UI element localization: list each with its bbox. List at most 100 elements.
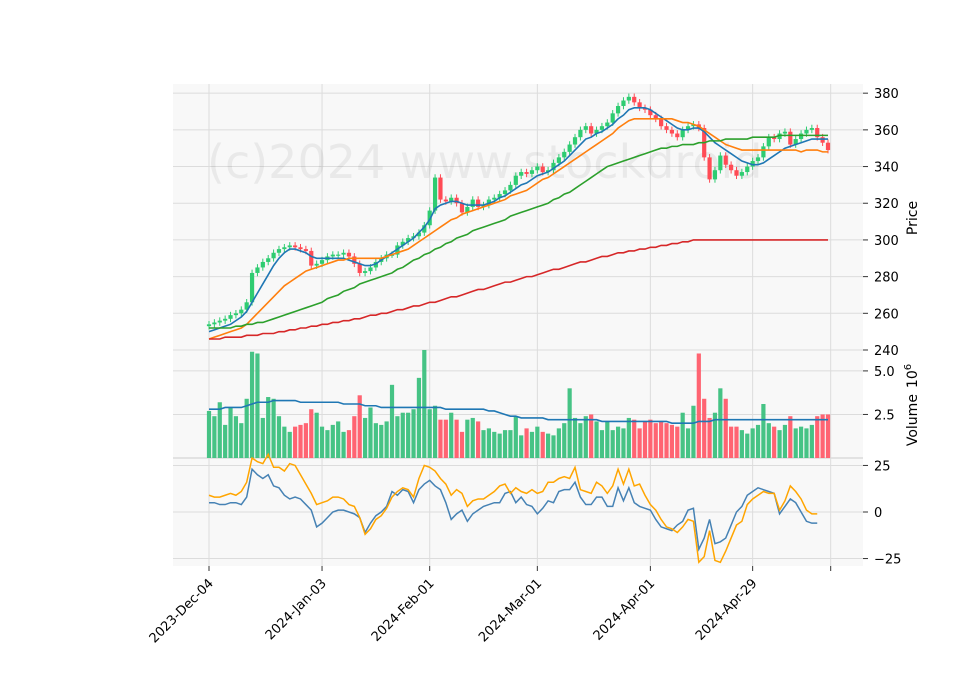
volume-bar [325,430,330,458]
candle-body [357,263,362,273]
candle-body [427,210,432,226]
candle-body [319,260,325,264]
volume-bar [599,430,605,458]
candle-body [777,133,782,140]
volume-bar [556,428,561,458]
candle [255,264,260,277]
candle-body [825,142,831,151]
candle [513,172,518,189]
candle [723,152,728,169]
candle [589,122,594,137]
watermark: (c)2024 www.stockdroid [207,135,762,189]
volume-bar [357,395,362,458]
candle-body [459,203,465,213]
candle-body [416,232,422,237]
volume-bar [443,419,448,458]
candle-body [217,320,222,323]
volume-bar [508,430,513,458]
candle-body [212,322,217,325]
volume-bar [341,431,346,458]
candle-body [680,129,685,138]
x-tick-label: 2024-Apr-29 [693,576,760,643]
candle-body [368,267,373,272]
candle [233,310,239,319]
volume-bar [519,435,524,458]
price-tick-label: 340 [874,161,899,176]
candle [228,311,233,323]
volume-bar [535,426,540,458]
volume-axis-exponent: 6 [903,364,914,370]
volume-bar [718,388,723,458]
candle-body [524,172,529,174]
volume-bar [314,412,319,458]
candle [476,196,481,211]
x-tick-label: 2023-Dec-04 [147,576,217,646]
volume-bar [212,416,217,458]
candle-body [820,137,825,143]
candle-body [766,137,771,147]
volume-bar [465,419,470,458]
volume-bar [459,431,465,458]
candle-body [669,129,675,134]
candle-body [815,128,820,138]
candle-body [804,129,809,134]
candle [615,102,621,117]
candle-body [567,144,572,152]
candle [249,269,255,306]
candle-body [346,252,352,257]
candle [422,221,427,236]
volume-bar [502,430,508,458]
volume-bar [481,430,486,458]
candle [642,104,648,113]
candle-body [610,113,615,123]
volume-bar [255,353,260,458]
candle-body [809,128,814,130]
candle [497,190,502,202]
volume-bar [761,404,766,458]
candle-body [572,137,578,145]
volume-bar [223,424,228,458]
volume-axis-label: Volume106 [903,364,921,446]
volume-bar [476,421,481,458]
volume-bar [233,416,239,458]
candle-body [249,272,255,303]
candle [777,130,782,143]
volume-bar [546,433,551,458]
volume-bar [395,416,400,458]
volume-bar [492,431,497,458]
volume-bar [648,419,653,458]
volume-bar [373,423,378,458]
volume-bar [486,428,491,458]
candle-body [589,126,594,134]
volume-bar [319,426,325,458]
candle [621,97,626,110]
candle [551,159,556,174]
volume-bar [793,428,798,458]
candle-body [761,146,766,158]
x-tick-label: 2024-Apr-01 [591,576,658,643]
volume-bar [820,414,825,458]
volume-bar [605,421,610,458]
volume-bar [685,428,691,458]
volume-bar [282,426,287,458]
candle-body [293,245,298,248]
candle-body [782,131,788,134]
volume-bar [524,428,529,458]
volume-bar [352,416,357,458]
candle [282,243,287,253]
volume-bar [637,428,642,458]
volume-bar [610,430,615,458]
candle [336,251,341,258]
candle-body [282,247,287,250]
candle-body [540,166,545,173]
volume-bar [707,417,712,458]
candle [341,249,346,258]
volume-bar [438,419,443,458]
candle [432,174,438,214]
volume-bar [309,409,314,458]
candle [718,152,723,174]
oscillator-series [208,452,818,564]
candle [449,194,454,205]
volume-average-line [209,399,828,424]
candle [798,130,804,143]
